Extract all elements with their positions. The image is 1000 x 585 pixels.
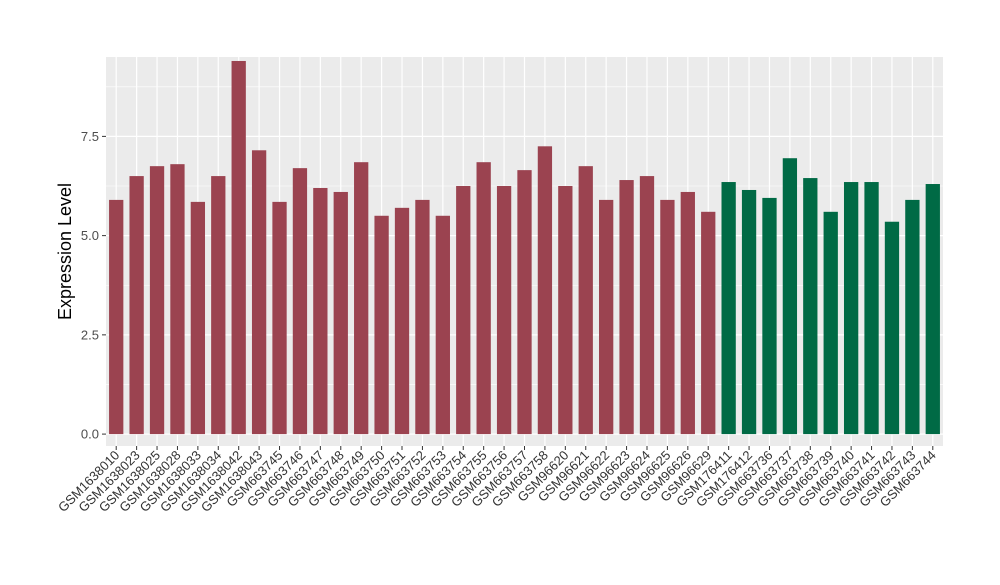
bar-GSM176412	[741, 189, 757, 435]
bar-GSM96624	[639, 176, 655, 435]
bar-GSM663750	[374, 215, 389, 435]
bar-GSM96629	[701, 211, 716, 435]
bar-GSM96622	[599, 199, 614, 435]
bar-GSM96620	[558, 186, 573, 435]
bar-GSM663741	[864, 182, 879, 435]
bar-GSM1638028	[170, 164, 185, 435]
bar-GSM663756	[496, 186, 512, 435]
bar-GSM1638033	[190, 201, 206, 435]
bar-GSM663738	[803, 178, 818, 435]
y-axis-label: Expression Level	[55, 183, 75, 320]
bar-GSM663749	[354, 162, 369, 435]
y-tick-label: 5.0	[81, 228, 99, 243]
bar-GSM663758	[537, 146, 553, 435]
bar-GSM663752	[415, 199, 430, 435]
y-axis: 0.0 2.5 5.0 7.5	[81, 129, 106, 442]
bar-GSM663757	[517, 170, 532, 435]
bar-GSM663743	[905, 199, 920, 435]
bar-GSM1638023	[129, 176, 144, 435]
bar-GSM663753	[435, 215, 450, 435]
bar-GSM663746	[292, 168, 308, 435]
x-axis: GSM1638010GSM1638023GSM1638025GSM1638028…	[55, 446, 939, 515]
bar-GSM663742	[884, 221, 900, 435]
bar-GSM663755	[476, 162, 491, 435]
bar-GSM96623	[619, 180, 634, 435]
bar-GSM663745	[272, 201, 287, 435]
bar-GSM176411	[721, 182, 736, 435]
bar-GSM663737	[782, 158, 798, 435]
bar-GSM1638034	[211, 176, 226, 435]
bar-GSM1638010	[109, 199, 124, 435]
y-tick-label: 2.5	[81, 327, 99, 342]
bar-GSM96621	[578, 166, 593, 435]
bar-GSM663736	[762, 197, 777, 435]
bar-GSM1638042	[231, 60, 246, 435]
bar-GSM96625	[660, 199, 675, 435]
bars	[109, 60, 940, 435]
bar-GSM1638043	[251, 150, 267, 435]
bar-GSM1638025	[149, 166, 165, 435]
bar-GSM663754	[456, 186, 471, 435]
bar-GSM663747	[313, 187, 328, 435]
bar-GSM663744	[925, 184, 940, 435]
bar-GSM663740	[843, 182, 859, 435]
bar-GSM663748	[333, 191, 348, 435]
bar-GSM663751	[394, 207, 410, 435]
bar-GSM96626	[680, 191, 695, 435]
y-tick-label: 0.0	[81, 427, 99, 442]
y-tick-label: 7.5	[81, 129, 99, 144]
bar-GSM663739	[823, 211, 838, 435]
